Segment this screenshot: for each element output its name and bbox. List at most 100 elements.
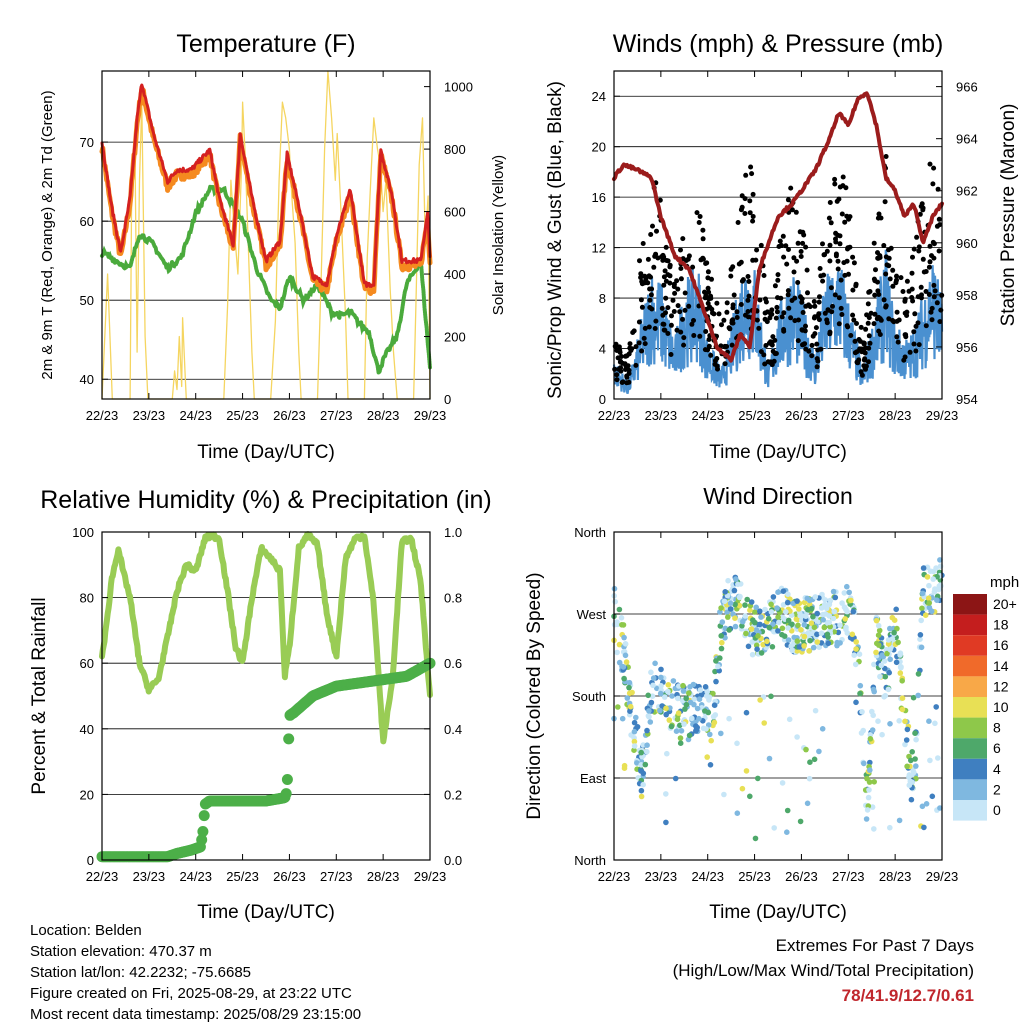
gust-point (786, 305, 792, 311)
direction-point (740, 618, 746, 625)
gust-point (678, 266, 684, 271)
legend-swatch (953, 800, 987, 821)
gust-point (775, 272, 781, 278)
direction-point (919, 605, 925, 612)
direction-point (865, 794, 872, 801)
direction-point (760, 641, 766, 648)
gust-point (775, 277, 781, 283)
direction-point (702, 684, 709, 690)
direction-point (658, 666, 664, 673)
direction-point (748, 599, 755, 605)
gust-point (791, 269, 797, 275)
direction-point (844, 583, 850, 590)
direction-point (818, 605, 825, 611)
gust-point (757, 297, 763, 303)
gust-point (876, 328, 882, 334)
gust-point (795, 280, 801, 285)
direction-point (644, 727, 650, 734)
direction-point (721, 791, 727, 798)
direction-point (857, 682, 864, 689)
direction-point (824, 631, 831, 638)
gust-point (654, 228, 659, 234)
gust-point (642, 273, 648, 279)
gust-point (793, 209, 799, 215)
gust-point (694, 210, 700, 216)
gust-point (800, 310, 806, 315)
gust-point (813, 325, 819, 331)
direction-point (764, 638, 770, 645)
x-tick-label: 28/23 (879, 869, 912, 884)
y-tick-label: 40 (80, 372, 94, 387)
gust-point (876, 211, 882, 217)
direction-point (806, 775, 813, 782)
gust-point (671, 309, 677, 314)
gust-point (833, 236, 838, 242)
gust-point (780, 233, 786, 239)
direction-point (801, 633, 808, 640)
gust-point (768, 339, 774, 345)
direction-point (616, 659, 623, 666)
gust-point (678, 329, 684, 335)
gust-point (826, 215, 832, 221)
direction-point (810, 613, 816, 620)
direction-point (725, 577, 731, 584)
gust-point (895, 339, 901, 345)
direction-point (744, 596, 750, 603)
gust-point (911, 329, 917, 335)
gust-point (881, 297, 887, 303)
direction-point (897, 664, 904, 670)
gust-point (931, 282, 937, 288)
direction-point (918, 617, 924, 624)
x-tick-label: 27/23 (320, 869, 353, 884)
gust-point (858, 369, 864, 375)
direction-point (677, 735, 684, 741)
direction-point (627, 703, 634, 710)
gust-point (745, 274, 751, 279)
gust-point (703, 329, 709, 334)
direction-point (867, 732, 874, 738)
legend-label: 16 (993, 637, 1009, 653)
direction-point (624, 695, 631, 701)
direction-point (804, 800, 811, 807)
direction-point (735, 581, 741, 588)
direction-point (619, 622, 625, 628)
gust-point (728, 266, 734, 272)
gust-point (803, 303, 809, 309)
gust-point (910, 254, 915, 260)
direction-point (719, 639, 725, 646)
gust-point (675, 286, 681, 292)
direction-point (810, 644, 817, 651)
gust-point (657, 197, 663, 203)
gust-point (930, 239, 936, 245)
sonic-wind-series (612, 249, 944, 395)
direction-point (850, 608, 857, 615)
gust-point (853, 283, 859, 289)
y-tick-label: 12 (592, 241, 606, 256)
direction-point (785, 591, 791, 597)
direction-point (882, 673, 889, 680)
y-tick-label: 1000 (444, 80, 473, 95)
direction-point (686, 690, 692, 696)
gust-point (726, 325, 732, 331)
gust-point (735, 220, 741, 225)
direction-point (816, 748, 822, 755)
direction-point (934, 597, 940, 603)
direction-point (917, 636, 923, 642)
direction-point (878, 662, 885, 669)
x-tick-label: 29/23 (926, 869, 959, 884)
direction-point (814, 610, 820, 617)
direction-point (762, 606, 768, 613)
gust-point (923, 269, 929, 274)
direction-point (616, 641, 623, 648)
gust-point (863, 326, 869, 332)
gust-point (830, 303, 835, 309)
y-tick-label: 200 (444, 330, 466, 345)
gust-point (836, 321, 842, 327)
gust-point (697, 214, 703, 219)
gust-point (817, 294, 822, 300)
gust-point (724, 300, 730, 306)
gust-point (681, 335, 687, 341)
direction-point (818, 630, 825, 636)
direction-point (631, 743, 638, 749)
